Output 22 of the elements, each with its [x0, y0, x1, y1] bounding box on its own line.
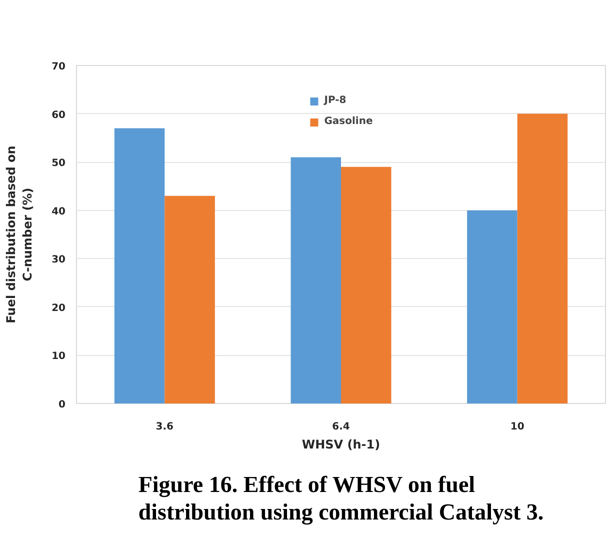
y-tick-label: 50 — [52, 158, 66, 170]
bar — [114, 128, 165, 404]
y-axis-title: Fuel distribution based on C-number (%) — [4, 146, 35, 324]
y-tick-label: 0 — [58, 400, 66, 410]
y-tick-label: 40 — [52, 206, 66, 218]
bar — [341, 166, 392, 404]
x-tick-label: 6.4 — [332, 422, 350, 432]
y-tick-label: 30 — [52, 254, 66, 266]
legend-label: JP-8 — [324, 95, 346, 106]
y-tick-label: 20 — [52, 302, 66, 314]
y-tick-label: 10 — [52, 351, 66, 362]
bar — [164, 196, 215, 404]
y-tick-label: 70 — [52, 62, 66, 72]
bar — [467, 210, 518, 404]
x-tick-label: 3.6 — [156, 422, 174, 432]
bar — [290, 157, 341, 404]
y-tick-label: 60 — [52, 110, 66, 121]
x-tick-label: 10 — [510, 422, 524, 432]
x-axis-title: WHSV (h-1) — [302, 438, 380, 452]
bar — [517, 114, 568, 404]
legend-label: Gasoline — [324, 116, 373, 127]
text: Figure 16. Effect of WHSV on fuel distribution using commercial Catalyst 3. — [138, 472, 544, 526]
